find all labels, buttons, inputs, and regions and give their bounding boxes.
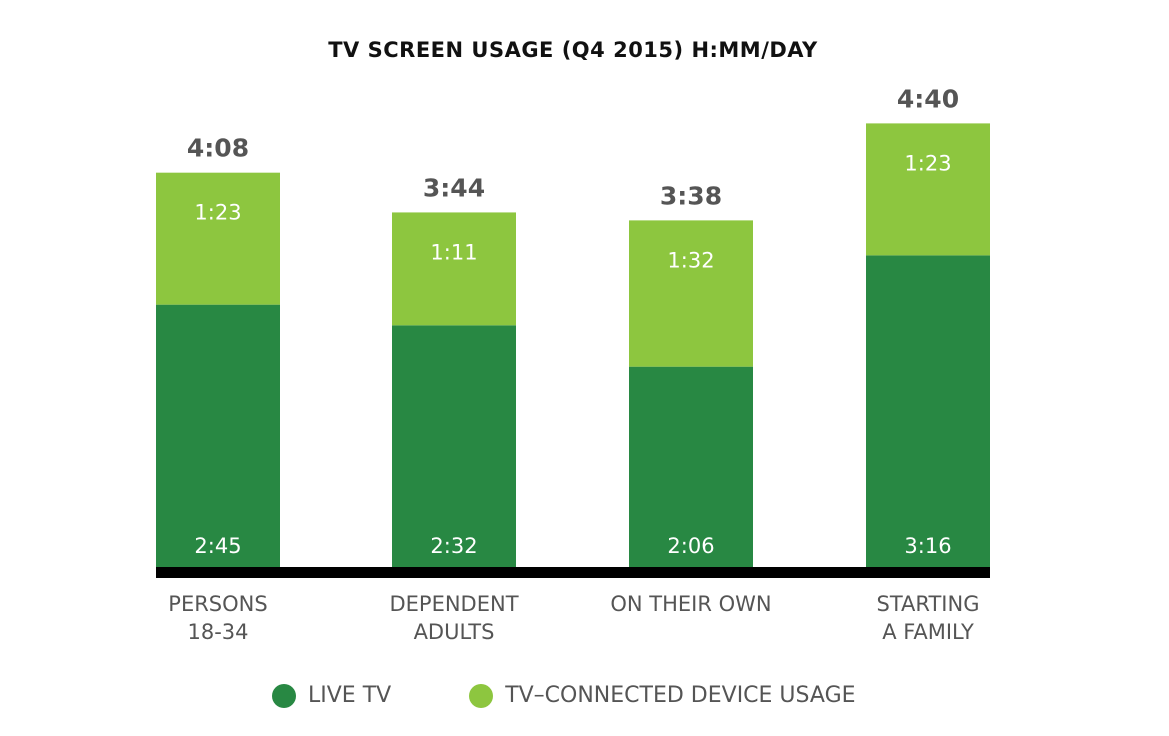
category-label-3-0: STARTING <box>877 592 980 616</box>
legend-label-live-tv: LIVE TV <box>308 683 392 708</box>
bar-segment-live-tv-0 <box>156 304 280 567</box>
chart-title: TV SCREEN USAGE (Q4 2015) H:MM/DAY <box>328 38 818 62</box>
legend-swatch-live-tv <box>272 683 296 708</box>
bar-segment-connected-device-0 <box>156 172 280 305</box>
x-axis-baseline <box>156 567 990 578</box>
total-label-3: 4:40 <box>897 84 959 113</box>
bar-segment-connected-device-3 <box>866 123 990 256</box>
legend-swatch-connected-device <box>469 683 494 708</box>
bar-segment-live-tv-3 <box>866 255 990 568</box>
total-label-2: 3:38 <box>660 181 722 210</box>
stacked-bar-chart: 2:45 1:23 4:08 PERSONS 18-34 2:32 1:11 3:44 DEPE… <box>156 84 990 644</box>
total-label-1: 3:44 <box>423 173 485 202</box>
bar-segment-live-tv-2 <box>629 366 753 567</box>
category-label-0-1: 18-34 <box>187 620 248 644</box>
category-label-2-0: ON THEIR OWN <box>610 592 771 616</box>
category-label-1-1: ADULTS <box>414 620 495 644</box>
total-label-0: 4:08 <box>187 134 249 163</box>
data-label-connected-device-2: 1:32 <box>667 248 714 272</box>
category-label-3-1: A FAMILY <box>882 620 974 644</box>
bar-segment-connected-device-1 <box>392 212 516 326</box>
data-label-live-tv-1: 2:32 <box>430 534 477 558</box>
category-label-1-0: DEPENDENT <box>389 592 518 616</box>
data-label-connected-device-1: 1:11 <box>430 240 477 264</box>
data-label-live-tv-0: 2:45 <box>194 534 241 558</box>
legend-label-connected-device: TV–CONNECTED DEVICE USAGE <box>505 683 856 708</box>
legend-item-connected-device: TV–CONNECTED DEVICE USAGE <box>469 683 856 708</box>
legend: LIVE TV TV–CONNECTED DEVICE USAGE <box>272 683 856 708</box>
data-label-live-tv-3: 3:16 <box>904 534 951 558</box>
bar-segment-connected-device-2 <box>629 220 753 367</box>
legend-item-live-tv: LIVE TV <box>272 683 391 708</box>
category-label-0-0: PERSONS <box>168 592 267 616</box>
data-label-live-tv-2: 2:06 <box>667 534 714 558</box>
bar-segment-live-tv-1 <box>392 325 516 567</box>
data-label-connected-device-3: 1:23 <box>904 151 951 175</box>
data-label-connected-device-0: 1:23 <box>194 201 241 225</box>
